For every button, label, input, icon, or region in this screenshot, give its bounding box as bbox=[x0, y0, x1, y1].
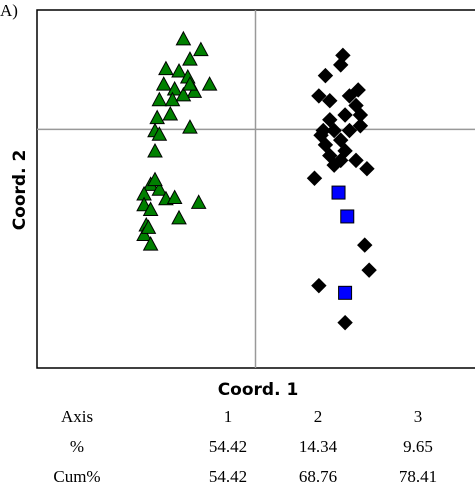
point bbox=[333, 152, 349, 169]
point bbox=[341, 122, 358, 139]
point bbox=[193, 41, 209, 57]
point bbox=[337, 314, 353, 331]
point bbox=[190, 194, 207, 209]
table-cell: Cum% bbox=[53, 467, 100, 486]
point bbox=[315, 122, 331, 139]
point bbox=[317, 137, 334, 153]
y-axis-label: Coord. 2 bbox=[10, 150, 30, 231]
table-cell: Axis bbox=[61, 407, 93, 426]
point bbox=[186, 83, 203, 98]
table-cell: 2 bbox=[314, 407, 323, 426]
point bbox=[322, 92, 338, 109]
point bbox=[333, 57, 349, 73]
table-cell: 3 bbox=[414, 407, 423, 426]
point bbox=[201, 76, 218, 91]
point bbox=[155, 76, 172, 91]
point bbox=[158, 60, 174, 76]
plot-frame bbox=[36, 9, 475, 369]
point bbox=[348, 152, 364, 169]
point bbox=[151, 126, 168, 141]
table-cell: % bbox=[70, 437, 84, 456]
panel-label: A) bbox=[0, 1, 18, 20]
table-cell: 54.42 bbox=[209, 467, 247, 486]
point bbox=[341, 88, 358, 104]
point bbox=[142, 201, 159, 216]
point bbox=[311, 277, 327, 294]
point bbox=[322, 112, 338, 128]
point bbox=[333, 132, 349, 148]
point bbox=[337, 107, 353, 123]
point bbox=[331, 185, 346, 200]
point bbox=[166, 80, 183, 96]
point bbox=[182, 76, 198, 91]
table-cell: 1 bbox=[224, 407, 233, 426]
table-cell: 14.34 bbox=[299, 437, 338, 456]
point bbox=[140, 219, 157, 234]
point bbox=[326, 122, 342, 139]
point bbox=[147, 171, 163, 187]
point bbox=[136, 226, 152, 242]
point bbox=[352, 118, 369, 134]
point bbox=[340, 209, 355, 224]
point bbox=[171, 62, 187, 78]
table-cell: 78.41 bbox=[399, 467, 437, 486]
point bbox=[317, 67, 334, 84]
point bbox=[166, 189, 183, 205]
point bbox=[175, 30, 192, 46]
point bbox=[142, 236, 159, 251]
table-cell: 9.65 bbox=[403, 437, 433, 456]
point bbox=[175, 86, 192, 102]
point bbox=[151, 91, 168, 107]
point bbox=[182, 119, 198, 134]
table-cell: 68.76 bbox=[299, 467, 337, 486]
x-axis-label: Coord. 1 bbox=[218, 380, 299, 400]
point bbox=[151, 181, 168, 196]
point bbox=[149, 109, 166, 125]
table-cell: 54.42 bbox=[209, 437, 247, 456]
point bbox=[182, 51, 198, 66]
point bbox=[357, 237, 373, 253]
point bbox=[311, 88, 327, 104]
point bbox=[162, 105, 179, 121]
point bbox=[171, 209, 187, 225]
point bbox=[164, 91, 181, 107]
point bbox=[361, 262, 377, 278]
point bbox=[359, 161, 375, 177]
point bbox=[306, 170, 323, 186]
point bbox=[338, 285, 353, 300]
point bbox=[147, 142, 163, 158]
